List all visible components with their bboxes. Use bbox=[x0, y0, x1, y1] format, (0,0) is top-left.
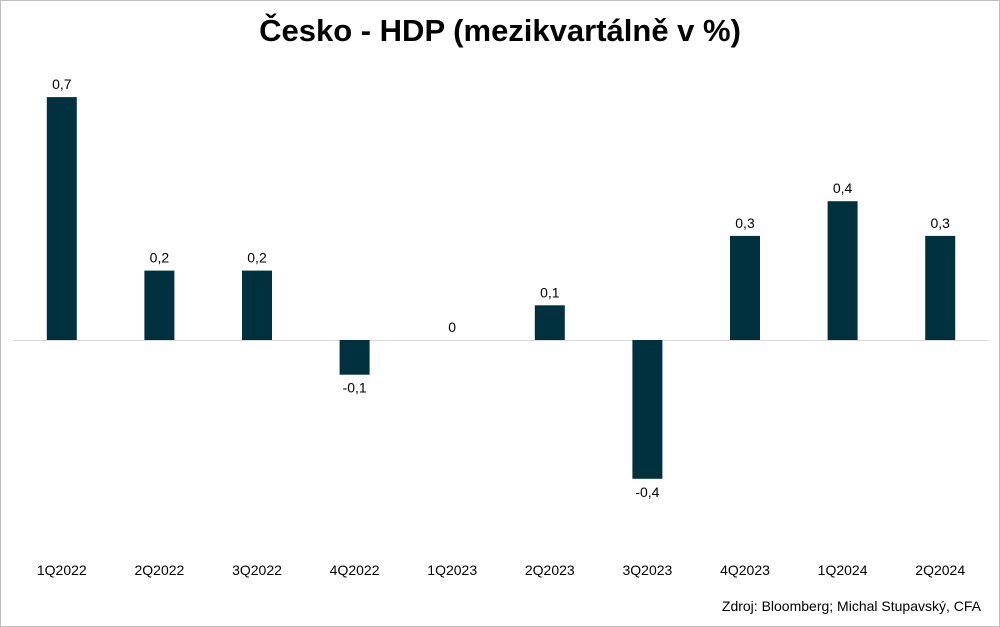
data-label-3Q2022: 0,2 bbox=[247, 250, 267, 266]
bar-2Q2023 bbox=[534, 305, 565, 340]
data-label-1Q2022: 0,7 bbox=[52, 76, 72, 92]
bar-1Q2024 bbox=[827, 201, 858, 340]
category-label-4Q2022: 4Q2022 bbox=[330, 562, 380, 578]
chart-title: Česko - HDP (mezikvartálně v %) bbox=[259, 13, 741, 48]
bar-2Q2022 bbox=[144, 270, 175, 340]
category-label-3Q2023: 3Q2023 bbox=[622, 562, 672, 578]
data-label-1Q2024: 0,4 bbox=[833, 180, 853, 196]
bar-1Q2022 bbox=[46, 97, 77, 340]
category-label-1Q2024: 1Q2024 bbox=[818, 562, 868, 578]
bar-4Q2022 bbox=[339, 340, 370, 375]
bar-3Q2023 bbox=[632, 340, 663, 479]
bar-2Q2024 bbox=[925, 235, 956, 340]
category-label-1Q2022: 1Q2022 bbox=[37, 562, 87, 578]
category-label-4Q2023: 4Q2023 bbox=[720, 562, 770, 578]
source-note: Zdroj: Bloomberg; Michal Stupavský, CFA bbox=[721, 598, 981, 614]
data-label-1Q2023: 0 bbox=[448, 319, 456, 335]
category-label-1Q2023: 1Q2023 bbox=[427, 562, 477, 578]
category-label-2Q2022: 2Q2022 bbox=[134, 562, 184, 578]
data-label-2Q2022: 0,2 bbox=[150, 250, 170, 266]
data-label-2Q2023: 0,1 bbox=[540, 284, 560, 300]
category-label-2Q2024: 2Q2024 bbox=[915, 562, 965, 578]
data-label-3Q2023: -0,4 bbox=[635, 484, 659, 500]
data-label-4Q2023: 0,3 bbox=[735, 215, 755, 231]
category-label-2Q2023: 2Q2023 bbox=[525, 562, 575, 578]
category-label-3Q2022: 3Q2022 bbox=[232, 562, 282, 578]
bar-4Q2023 bbox=[730, 235, 760, 340]
bar-3Q2022 bbox=[242, 270, 272, 340]
data-label-4Q2022: -0,1 bbox=[343, 380, 367, 396]
data-label-2Q2024: 0,3 bbox=[930, 215, 950, 231]
